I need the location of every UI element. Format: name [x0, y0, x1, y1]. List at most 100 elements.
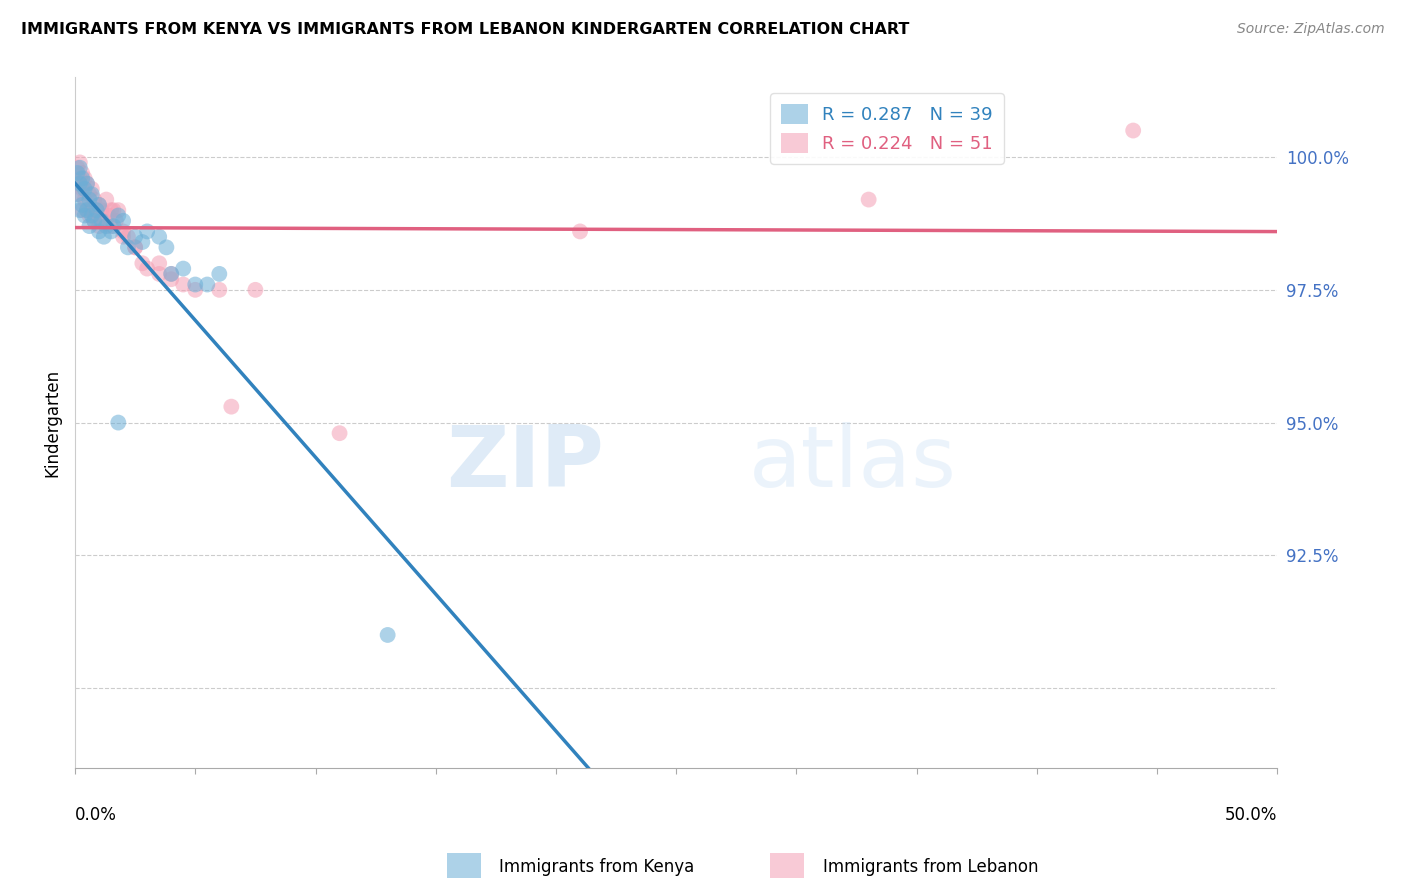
Point: [87, 198, 110, 212]
Point: [112, 214, 135, 228]
Point: [131, 256, 153, 270]
Bar: [770, 853, 804, 878]
Point: [124, 229, 146, 244]
Point: [70, 182, 93, 196]
Text: 0.0%: 0.0%: [75, 805, 117, 823]
Point: [195, 277, 218, 292]
Text: ZIP: ZIP: [446, 423, 605, 506]
Point: [100, 219, 122, 233]
Point: [70, 198, 93, 212]
Text: atlas: atlas: [748, 423, 956, 506]
Point: [86, 203, 108, 218]
Point: [104, 214, 127, 228]
Point: [69, 155, 91, 169]
Point: [83, 214, 105, 228]
Point: [80, 209, 103, 223]
Text: Immigrants from Lebanon: Immigrants from Lebanon: [823, 858, 1038, 876]
Point: [329, 426, 352, 441]
Point: [1122, 123, 1144, 137]
Point: [136, 224, 159, 238]
Point: [90, 203, 112, 218]
Text: Immigrants from Kenya: Immigrants from Kenya: [499, 858, 695, 876]
Point: [377, 628, 399, 642]
Point: [70, 203, 93, 218]
Point: [87, 214, 110, 228]
Point: [160, 267, 183, 281]
Point: [117, 229, 139, 244]
Point: [208, 267, 231, 281]
Point: [69, 171, 91, 186]
Point: [184, 283, 207, 297]
Point: [69, 161, 91, 175]
Point: [96, 193, 118, 207]
Point: [73, 182, 96, 196]
Point: [208, 283, 231, 297]
Point: [93, 229, 115, 244]
Point: [73, 171, 96, 186]
Point: [112, 224, 135, 238]
Point: [148, 256, 170, 270]
Bar: [447, 853, 481, 878]
Point: [66, 161, 89, 175]
Point: [103, 219, 125, 233]
Point: [76, 203, 98, 218]
Point: [184, 277, 207, 292]
Point: [103, 203, 125, 218]
Legend: R = 0.287   N = 39, R = 0.224   N = 51: R = 0.287 N = 39, R = 0.224 N = 51: [770, 94, 1004, 164]
Point: [117, 240, 139, 254]
Point: [97, 209, 120, 223]
Y-axis label: Kindergarten: Kindergarten: [44, 368, 60, 476]
Point: [221, 400, 243, 414]
Point: [96, 219, 118, 233]
Point: [87, 224, 110, 238]
Point: [70, 171, 93, 186]
Point: [107, 209, 129, 223]
Point: [76, 177, 98, 191]
Point: [124, 240, 146, 254]
Point: [83, 214, 105, 228]
Point: [80, 187, 103, 202]
Point: [172, 277, 194, 292]
Point: [69, 177, 91, 191]
Point: [69, 187, 91, 202]
Point: [83, 193, 105, 207]
Point: [87, 198, 110, 212]
Point: [160, 272, 183, 286]
Text: IMMIGRANTS FROM KENYA VS IMMIGRANTS FROM LEBANON KINDERGARTEN CORRELATION CHART: IMMIGRANTS FROM KENYA VS IMMIGRANTS FROM…: [21, 22, 910, 37]
Point: [69, 203, 91, 218]
Point: [79, 219, 101, 233]
Point: [66, 177, 89, 191]
Point: [107, 203, 129, 218]
Point: [107, 416, 129, 430]
Point: [100, 224, 122, 238]
Point: [245, 283, 267, 297]
Point: [79, 209, 101, 223]
Point: [70, 166, 93, 180]
Point: [73, 209, 96, 223]
Point: [100, 203, 122, 218]
Point: [73, 193, 96, 207]
Point: [76, 177, 98, 191]
Point: [569, 224, 592, 238]
Point: [124, 240, 146, 254]
Point: [155, 240, 177, 254]
Point: [858, 193, 880, 207]
Point: [80, 203, 103, 218]
Point: [90, 214, 112, 228]
Point: [87, 219, 110, 233]
Point: [76, 203, 98, 218]
Point: [66, 187, 89, 202]
Point: [79, 193, 101, 207]
Point: [160, 267, 183, 281]
Point: [79, 187, 101, 202]
Point: [66, 166, 89, 180]
Text: 50.0%: 50.0%: [1225, 805, 1278, 823]
Point: [131, 235, 153, 249]
Point: [86, 203, 108, 218]
Point: [80, 182, 103, 196]
Point: [172, 261, 194, 276]
Point: [93, 214, 115, 228]
Point: [148, 267, 170, 281]
Point: [112, 229, 135, 244]
Point: [136, 261, 159, 276]
